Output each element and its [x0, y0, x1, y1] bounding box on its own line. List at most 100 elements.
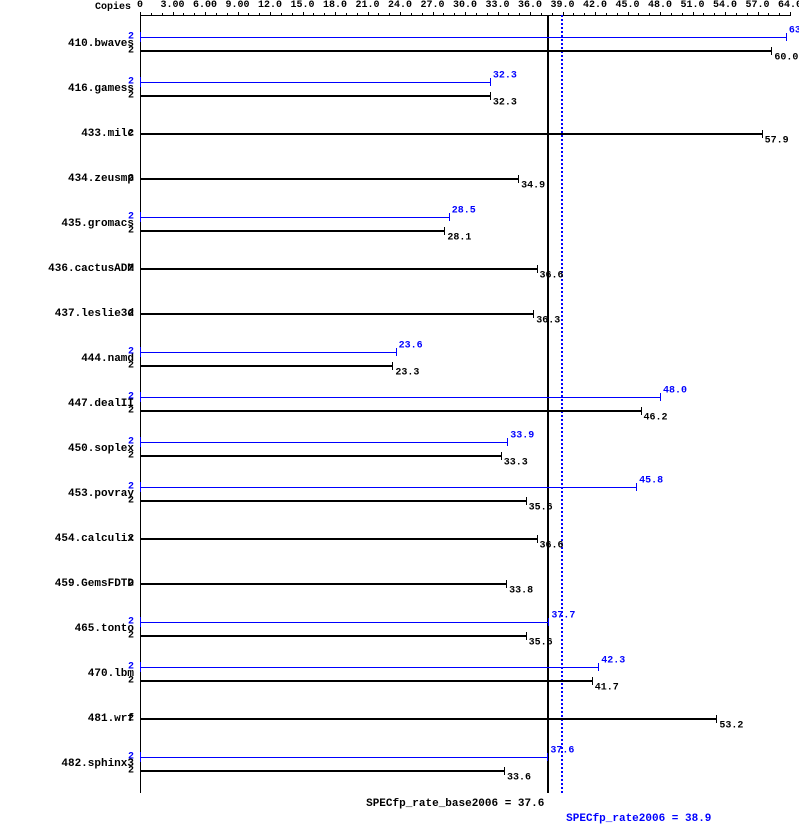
- peak-bar: [140, 217, 449, 218]
- peak-bar: [140, 352, 396, 353]
- copies-value: 2: [128, 226, 134, 237]
- peak-reference-line: [561, 15, 563, 793]
- peak-value: 42.3: [601, 656, 625, 667]
- base-bar: [140, 410, 641, 412]
- benchmark-label: 465.tonto: [75, 623, 134, 635]
- base-value: 57.9: [765, 136, 789, 147]
- benchmark-label: 437.leslie3d: [55, 308, 134, 320]
- peak-summary-label: SPECfp_rate2006 = 38.9: [566, 813, 711, 825]
- benchmark-label: 459.GemsFDTD: [55, 578, 134, 590]
- x-tick-label: 36.0: [518, 0, 542, 11]
- base-bar: [140, 583, 506, 585]
- base-bar: [140, 680, 592, 682]
- copies-value: 2: [128, 451, 134, 462]
- copies-value: 2: [128, 617, 134, 628]
- base-value: 36.3: [536, 316, 560, 327]
- base-value: 33.8: [509, 586, 533, 597]
- peak-value: 33.9: [510, 431, 534, 442]
- base-bar: [140, 770, 504, 772]
- base-bar: [140, 230, 444, 232]
- benchmark-label: 435.gromacs: [61, 218, 134, 230]
- copies-value: 2: [128, 264, 134, 275]
- base-bar: [140, 635, 526, 637]
- base-value: 23.3: [395, 368, 419, 379]
- x-tick-label: 54.0: [713, 0, 737, 11]
- base-value: 41.7: [595, 683, 619, 694]
- copies-value: 2: [128, 437, 134, 448]
- benchmark-label: 454.calculix: [55, 533, 134, 545]
- copies-value: 2: [128, 752, 134, 763]
- copies-value: 2: [128, 714, 134, 725]
- copies-header: Copies: [95, 2, 131, 13]
- base-reference-line: [547, 15, 549, 793]
- x-tick-label: 0: [137, 0, 143, 11]
- copies-value: 2: [128, 32, 134, 43]
- base-value: 36.6: [540, 271, 564, 282]
- benchmark-label: 453.povray: [68, 488, 134, 500]
- benchmark-label: 450.soplex: [68, 443, 134, 455]
- benchmark-label: 447.dealII: [68, 398, 134, 410]
- peak-bar: [140, 757, 547, 758]
- x-tick-label: 57.0: [745, 0, 769, 11]
- copies-value: 2: [128, 482, 134, 493]
- base-bar: [140, 133, 762, 135]
- base-bar: [140, 455, 501, 457]
- x-tick-label: 51.0: [680, 0, 704, 11]
- peak-value: 45.8: [639, 476, 663, 487]
- copies-value: 2: [128, 766, 134, 777]
- base-bar: [140, 538, 537, 540]
- copies-value: 2: [128, 212, 134, 223]
- peak-value: 28.5: [452, 206, 476, 217]
- base-value: 53.2: [719, 721, 743, 732]
- copies-value: 2: [128, 631, 134, 642]
- peak-bar: [140, 667, 598, 668]
- x-tick-label: 33.0: [485, 0, 509, 11]
- peak-value: 63.1: [789, 26, 799, 37]
- x-tick-label: 45.0: [615, 0, 639, 11]
- x-tick-label: 12.0: [258, 0, 282, 11]
- base-bar: [140, 50, 771, 52]
- x-tick-label: 48.0: [648, 0, 672, 11]
- base-value: 60.0: [774, 53, 798, 64]
- x-tick-label: 27.0: [420, 0, 444, 11]
- base-value: 46.2: [644, 413, 668, 424]
- copies-value: 2: [128, 361, 134, 372]
- base-bar: [140, 500, 526, 502]
- copies-value: 2: [128, 579, 134, 590]
- base-bar: [140, 718, 716, 720]
- base-bar: [140, 95, 490, 97]
- base-bar: [140, 313, 533, 315]
- peak-bar: [140, 442, 507, 443]
- copies-value: 2: [128, 496, 134, 507]
- copies-value: 2: [128, 46, 134, 57]
- x-tick-label: 6.00: [193, 0, 217, 11]
- base-value: 34.9: [521, 181, 545, 192]
- base-bar: [140, 178, 518, 180]
- base-value: 33.3: [504, 458, 528, 469]
- copies-value: 2: [128, 406, 134, 417]
- copies-value: 2: [128, 91, 134, 102]
- benchmark-label: 444.namd: [81, 353, 134, 365]
- spec-benchmark-chart: Copies03.006.009.0012.015.018.021.024.02…: [0, 0, 799, 831]
- base-value: 28.1: [447, 233, 471, 244]
- copies-value: 2: [128, 676, 134, 687]
- x-tick-label: 30.0: [453, 0, 477, 11]
- x-tick-label: 64.0: [778, 0, 799, 11]
- copies-value: 2: [128, 309, 134, 320]
- benchmark-label: 410.bwaves: [68, 38, 134, 50]
- x-tick-label: 15.0: [290, 0, 314, 11]
- peak-value: 37.7: [551, 611, 575, 622]
- x-tick-label: 24.0: [388, 0, 412, 11]
- copies-value: 2: [128, 392, 134, 403]
- peak-value: 48.0: [663, 386, 687, 397]
- peak-bar: [140, 82, 490, 83]
- x-tick-label: 9.00: [225, 0, 249, 11]
- x-tick-label: 39.0: [550, 0, 574, 11]
- base-value: 36.6: [540, 541, 564, 552]
- peak-value: 37.6: [550, 746, 574, 757]
- benchmark-label: 482.sphinx3: [61, 758, 134, 770]
- benchmark-label: 436.cactusADM: [48, 263, 134, 275]
- benchmark-label: 433.milc: [81, 128, 134, 140]
- copies-value: 2: [128, 662, 134, 673]
- x-tick-label: 42.0: [583, 0, 607, 11]
